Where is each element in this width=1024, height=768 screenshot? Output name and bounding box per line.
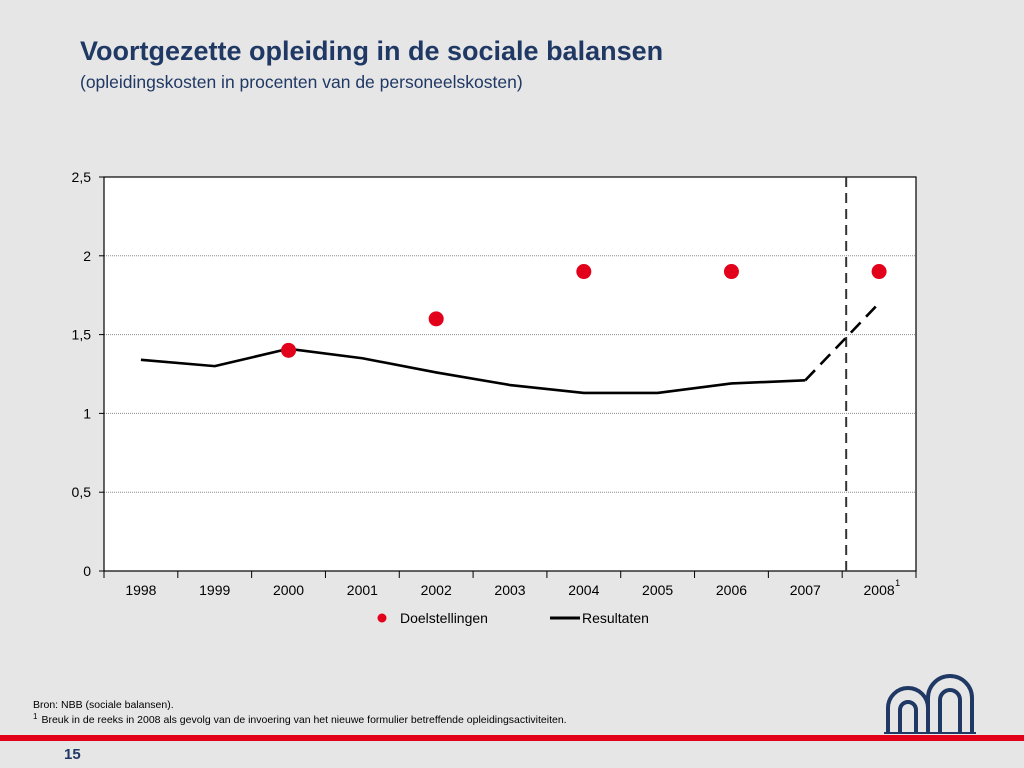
- page-title: Voortgezette opleiding in de sociale bal…: [80, 36, 664, 66]
- y-tick-label: 0: [83, 563, 91, 579]
- x-tick-label: 2002: [421, 582, 452, 598]
- plot-area: [104, 177, 916, 571]
- x-tick-label: 2001: [347, 582, 378, 598]
- x-tick-label: 2000: [273, 582, 304, 598]
- point-doelstellingen: [428, 311, 444, 327]
- point-doelstellingen: [723, 264, 739, 280]
- source-note: Bron: NBB (sociale balansen).: [33, 699, 174, 711]
- x-tick-label: 2003: [494, 582, 525, 598]
- page-number: 15: [64, 746, 81, 763]
- legend-label-doelstellingen: Doelstellingen: [400, 610, 488, 626]
- y-tick-label: 0,5: [72, 484, 92, 500]
- x-tick-label: 2007: [790, 582, 821, 598]
- point-doelstellingen: [576, 264, 592, 280]
- x-tick-label: 2006: [716, 582, 747, 598]
- series-break-label: 1: [895, 578, 900, 588]
- x-tick-label: 2005: [642, 582, 673, 598]
- y-tick-label: 1: [83, 405, 91, 421]
- plot-border: [103, 176, 917, 572]
- y-tick-label: 2: [83, 248, 91, 264]
- x-tick-label: 2008: [864, 582, 895, 598]
- line-resultaten: [140, 347, 806, 395]
- footnote-text: Breuk in de reeks in 2008 als gevolg van…: [41, 714, 567, 726]
- y-tick-label: 1,5: [72, 327, 92, 343]
- x-tick-label: 1998: [125, 582, 156, 598]
- footer-accent-bar: [0, 735, 1024, 741]
- legend-marker-doelstellingen: [377, 613, 387, 623]
- nbb-logo-icon: [884, 674, 976, 734]
- footnote-mark: 1: [33, 712, 38, 721]
- x-tick-label: 1999: [199, 582, 230, 598]
- legend-label-resultaten: Resultaten: [582, 610, 649, 626]
- page-subtitle: (opleidingskosten in procenten van de pe…: [80, 72, 523, 92]
- footnote: 1 Breuk in de reeks in 2008 als gevolg va…: [33, 712, 567, 726]
- x-tick-label: 2004: [568, 582, 599, 598]
- point-doelstellingen: [871, 264, 887, 280]
- line-resultaten-dashed: [804, 302, 881, 382]
- chart: 0 0,5 1 1,5 2 2,5 1998 1999 2000 2001 2002 2003 2004…: [72, 169, 917, 626]
- y-tick-label: 2,5: [72, 169, 92, 185]
- point-doelstellingen: [281, 342, 297, 358]
